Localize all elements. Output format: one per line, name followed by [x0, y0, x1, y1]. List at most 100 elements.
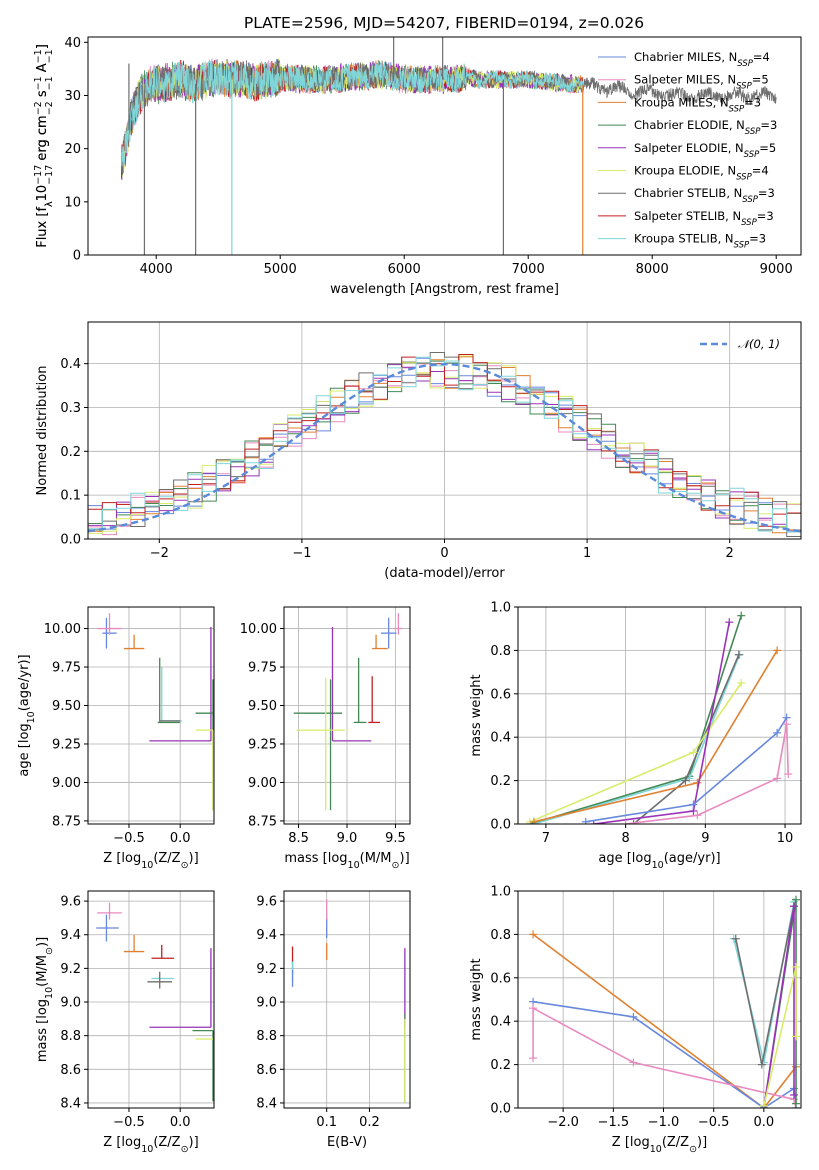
y-tick-label: 9.4: [60, 928, 81, 943]
y-tick-label: 9.2: [256, 962, 277, 977]
error-bar-point: [97, 902, 122, 920]
x-axis-label: E(B-V): [327, 1135, 367, 1150]
legend-label-sub: SSP: [742, 195, 758, 205]
y-tick-label: 0.8: [490, 644, 511, 659]
y-axis-label-part: −1: [33, 76, 44, 90]
error-bar-point: [96, 914, 119, 942]
y-axis-label: mass weight: [469, 958, 484, 1040]
legend-label: Kroupa STELIB, NSSP=3: [634, 232, 766, 251]
error-bar-point: [195, 729, 214, 811]
y-axis-label: Flux [fλ10−17 erg cm−2 s−1 A−1]: [33, 44, 55, 248]
mass-weight-line: [532, 1000, 797, 1108]
error-bar-point: [353, 657, 367, 724]
histogram-step: [88, 352, 801, 537]
age-vs-mass-panel: 8.5 9.0 9.5 8.75 9.00 9.25 9.50 9.75 10.00 mass […: [240, 606, 411, 871]
mass-weight-line: [763, 906, 795, 1108]
legend-label-sub: SSP: [736, 82, 752, 92]
y-tick-label: 0.4: [490, 1015, 511, 1030]
x-axis-label-part: Z [log: [103, 851, 141, 866]
x-axis-label-part: (Z/Z: [153, 851, 180, 866]
panels: 4000 5000 6000 7000 8000 9000010203040wavelen…: [17, 36, 802, 1155]
mass-vs-z-panel: −0.5 0.08.48.68.89.09.29.49.6Z [log10(Z/Z…: [35, 890, 215, 1155]
gaussian-curve: [88, 362, 801, 533]
axes-frame: [87, 606, 215, 825]
x-tick-label: 10: [777, 831, 794, 846]
mass-weight-line: [585, 717, 788, 823]
axes-frame: [517, 890, 802, 1109]
legend-label: Kroupa MILES, NSSP=3: [634, 95, 761, 114]
x-axis-label-part: ⊙: [392, 860, 400, 871]
y-tick-label: 9.50: [248, 699, 277, 714]
histogram-step: [88, 354, 801, 527]
gaussian-legend-label: 𝒩(0, 1): [738, 337, 780, 351]
y-axis-label-part: 10: [26, 711, 37, 723]
y-tick-label: 9.25: [52, 737, 81, 752]
y-tick-label: 8.6: [256, 1063, 277, 1078]
x-axis-label-part: (M/M: [360, 851, 392, 866]
x-axis-label-part: 10: [141, 1144, 153, 1155]
error-bar-point: [372, 634, 388, 650]
mass-weight-line: [533, 654, 741, 824]
legend-label-suffix: =3: [760, 118, 777, 132]
y-axis-label-part: −2: [33, 101, 44, 115]
x-axis-label-part: ⊙: [181, 1144, 189, 1155]
y-tick-label: 9.75: [52, 661, 81, 676]
legend-label: Salpeter STELIB, NSSP=3: [634, 209, 774, 228]
y-tick-label: 8.6: [60, 1063, 81, 1078]
y-tick-label: 0.2: [60, 445, 81, 460]
x-tick-label: 1: [583, 546, 591, 561]
x-axis-label: Z [log10(Z/Z⊙)]: [103, 851, 198, 871]
x-axis-label-part: )]: [189, 1135, 199, 1150]
residuals-panel: −2 −1 0 1 2 0.0 0.1 0.2 0.3 0.4 (data-model)/error…: [35, 321, 802, 581]
spectrum-panel: 4000 5000 6000 7000 8000 9000 0 10 20 30 40 wavelen…: [33, 36, 802, 297]
x-tick-label: 8.5: [288, 831, 309, 846]
legend-label-name: Kroupa MILES, N: [634, 95, 729, 109]
legend-label: Chabrier ELODIE, NSSP=3: [634, 118, 777, 137]
y-axis-label-part: λ: [44, 201, 55, 207]
legend-label-name: Salpeter STELIB, N: [634, 209, 741, 223]
error-bar-point: [368, 676, 380, 724]
legend-label-sub: SSP: [734, 241, 750, 251]
y-axis-label-part: A: [35, 63, 50, 76]
x-tick-label: 0.2: [359, 1115, 380, 1130]
plot-area: [97, 613, 214, 811]
legend-label: Kroupa ELODIE, NSSP=4: [634, 164, 769, 183]
legend-label-suffix: =4: [753, 50, 770, 64]
y-tick-label: 0.4: [60, 357, 81, 372]
x-axis-label: Z [log10(Z/Z⊙)]: [612, 1135, 707, 1155]
x-axis-label-part: (Z/Z: [153, 1135, 180, 1150]
x-axis-label-part: Z [log: [103, 1135, 141, 1150]
error-bar-point: [123, 634, 145, 650]
y-axis-label-part: s: [35, 90, 50, 101]
x-tick-label: −1: [292, 546, 311, 561]
legend-label-sub: SSP: [736, 173, 752, 183]
y-tick-label: 0.0: [490, 818, 511, 833]
y-axis-label-part: Flux [f: [35, 207, 50, 248]
x-tick-label: 9000: [760, 262, 793, 277]
y-tick-label: 10: [64, 195, 81, 210]
y-tick-label: 1.0: [490, 601, 511, 616]
x-axis-label-part: ⊙: [181, 860, 189, 871]
y-axis-label-part: −2: [44, 101, 55, 115]
mass-weight-line: [532, 933, 797, 1108]
legend-label-name: Chabrier ELODIE, N: [634, 118, 745, 132]
y-axis-label: Flux [fλ10−17 erg cm−2 s−1 A−1]: [35, 44, 55, 248]
error-bar-point: [123, 934, 145, 953]
y-tick-label: 9.4: [256, 928, 277, 943]
x-tick-label: −2: [150, 546, 169, 561]
error-bar-point: [394, 613, 403, 635]
legend-label-suffix: =4: [752, 164, 769, 178]
y-tick-label: 8.4: [256, 1096, 277, 1111]
y-tick-label: 9.2: [60, 962, 81, 977]
y-axis-label: mass [log10(M/M⊙)]: [35, 937, 55, 1062]
legend-label-name: Chabrier MILES, N: [634, 50, 737, 64]
plot-area: [88, 352, 801, 537]
axes-frame: [517, 606, 802, 825]
legend-label: Salpeter MILES, NSSP=5: [634, 73, 769, 92]
axes-frame: [87, 890, 215, 1109]
y-tick-label: 0.3: [60, 401, 81, 416]
x-axis-label-part: (Z/Z: [662, 1135, 689, 1150]
legend-label-sub: SSP: [729, 104, 745, 114]
